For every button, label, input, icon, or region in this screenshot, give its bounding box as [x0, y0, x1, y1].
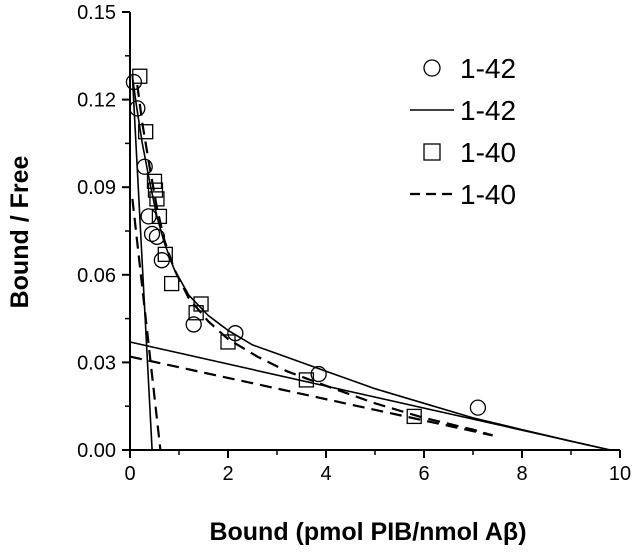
data-point-square [149, 191, 165, 207]
data-point-circle [148, 228, 166, 245]
data-point-square [188, 305, 204, 321]
series-line-1-42-solid [131, 76, 153, 451]
data-point-circle [140, 208, 157, 225]
data-point-square [298, 372, 315, 388]
data-point-square [147, 182, 164, 198]
data-point-square [220, 334, 236, 350]
plot-area [125, 68, 611, 451]
y-tick-label: 0.03 [77, 352, 116, 374]
y-tick-label: 0.09 [77, 177, 116, 199]
legend-label: 1-42 [460, 95, 516, 126]
series-line-1-42-solid [129, 341, 611, 451]
x-tick-label: 2 [222, 463, 233, 485]
data-point-circle [153, 252, 171, 269]
x-tick-label: 8 [516, 463, 527, 485]
data-point-circle [125, 73, 143, 91]
x-axis-title: Bound (pmol PIB/nmol Aβ) [209, 518, 526, 546]
x-tick-label: 10 [609, 463, 631, 485]
legend-label: 1-40 [460, 179, 516, 210]
y-tick-label: 0.15 [77, 2, 116, 24]
data-point-square [132, 68, 148, 84]
legend-marker-circle [423, 59, 441, 77]
data-point-square [138, 124, 154, 140]
series-line-1-40-dashed [129, 355, 493, 437]
legend-label: 1-40 [460, 137, 516, 168]
y-tick-label: 0.12 [77, 90, 116, 112]
data-point-circle [469, 399, 487, 416]
legend-marker-square [423, 143, 441, 161]
data-point-circle [143, 225, 161, 243]
axes: 0.00 0.03 0.06 0.09 0.12 0.15 0 2 4 6 8 10 [77, 2, 631, 485]
x-tick-label: 4 [320, 463, 331, 485]
series-line-1-42-solid [131, 76, 611, 451]
data-point-square [151, 208, 168, 225]
data-point-circle [310, 365, 327, 383]
data-point-square [163, 275, 180, 292]
data-point-circle [136, 158, 153, 175]
y-axis-title: Bound / Free [6, 156, 34, 309]
series-line-1-40-dashed [136, 84, 493, 437]
x-tick-label: 6 [418, 463, 429, 485]
data-point-circle [185, 316, 202, 333]
y-tick-label: 0.06 [77, 265, 116, 287]
legend: 1-42 1-42 1-40 1-40 [410, 53, 516, 210]
y-tick-label: 0.00 [77, 440, 116, 462]
data-point-square [146, 173, 163, 190]
data-point-square [157, 246, 173, 263]
data-point-square [193, 296, 209, 312]
series-line-1-40-dashed [131, 198, 162, 451]
x-tick-label: 0 [124, 463, 135, 485]
legend-label: 1-42 [460, 53, 516, 84]
data-point-square [406, 408, 422, 425]
